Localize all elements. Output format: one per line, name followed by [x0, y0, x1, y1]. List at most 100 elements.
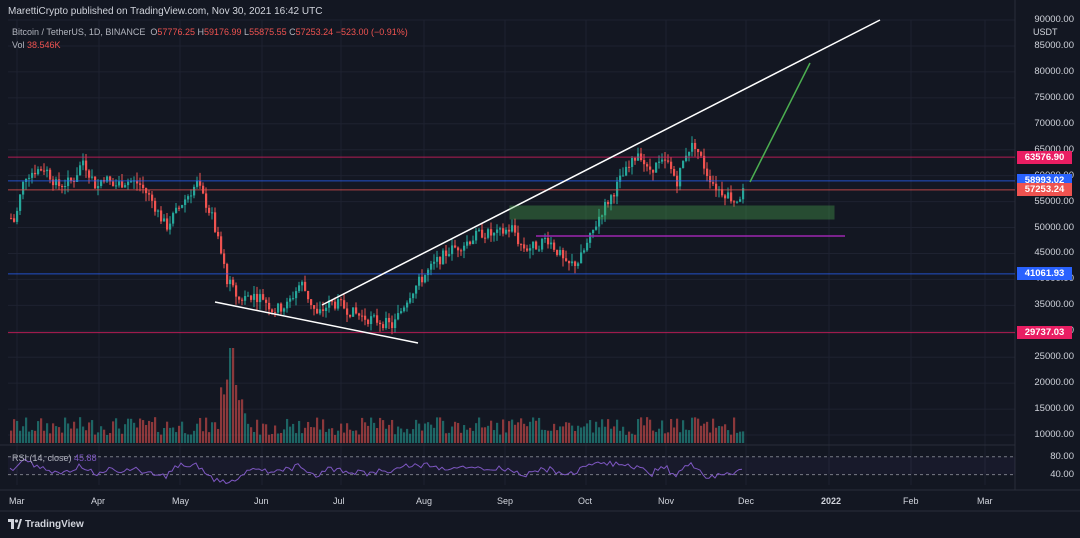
candle-body: [76, 175, 79, 182]
volume-bar: [688, 430, 691, 443]
candle-body: [238, 296, 241, 300]
volume-bar: [307, 421, 310, 443]
candle-body: [613, 195, 616, 197]
volume-bar: [304, 427, 307, 443]
volume-bar: [604, 426, 607, 443]
volume-bar: [706, 421, 709, 443]
volume-bar: [433, 427, 436, 443]
volume-bar: [418, 423, 421, 443]
volume-bar: [526, 426, 529, 443]
volume-bar: [742, 431, 745, 443]
price-axis[interactable]: 90000.00 85000.00 80000.00 75000.00 70000.00…: [1015, 0, 1080, 490]
volume-bar: [223, 394, 226, 443]
volume-bar: [721, 426, 724, 443]
volume-bar: [49, 433, 52, 443]
candle-body: [697, 149, 700, 153]
rsi-legend: RSI (14, close) 45.88: [12, 453, 97, 463]
candle-body: [511, 225, 514, 232]
rsi-label[interactable]: RSI (14, close): [12, 453, 72, 463]
tradingview-brand[interactable]: TradingView: [8, 519, 84, 530]
volume-bar: [415, 419, 418, 443]
candle-body: [358, 313, 361, 316]
candle-body: [19, 194, 22, 211]
price-tick-label: 65000.00: [1034, 143, 1074, 155]
volume-bar: [571, 425, 574, 443]
candle-body: [271, 309, 274, 313]
volume-bar: [64, 417, 67, 443]
candle-body: [274, 312, 277, 314]
volume-bar: [724, 424, 727, 443]
candle-body: [412, 293, 415, 299]
volume-bar: [412, 429, 415, 443]
volume-bar: [364, 422, 367, 443]
candle-body: [445, 250, 448, 256]
volume-bar: [10, 430, 13, 443]
candle-body: [598, 216, 601, 227]
volume-bar: [184, 433, 187, 443]
volume-bar: [652, 430, 655, 443]
price-tick-label: 50000.00: [1034, 221, 1074, 233]
rsi-tick-label: 40.00: [1050, 468, 1074, 480]
volume-bar: [544, 429, 547, 443]
volume-bar: [469, 427, 472, 443]
falling-wedge-line: [214, 301, 419, 344]
volume-bar: [46, 423, 49, 443]
candle-body: [157, 210, 160, 212]
candle-body: [187, 196, 190, 200]
volume-bar: [139, 418, 142, 443]
candle-body: [145, 188, 148, 194]
candle-body: [82, 160, 85, 166]
candle-body: [130, 181, 133, 183]
candle-body: [457, 247, 460, 251]
volume-bar: [601, 419, 604, 443]
volume-bar: [634, 434, 637, 443]
candle-body: [388, 317, 391, 323]
volume-bar: [631, 433, 634, 443]
volume-bar: [331, 428, 334, 443]
volume-bar: [520, 418, 523, 443]
candle-body: [706, 168, 709, 177]
candle-body: [625, 166, 628, 176]
volume-bar: [517, 422, 520, 443]
candle-body: [709, 176, 712, 183]
candle-body: [490, 229, 493, 236]
volume-bar: [136, 427, 139, 443]
symbol-name[interactable]: Bitcoin / TetherUS, 1D, BINANCE: [12, 27, 146, 37]
candle-body: [34, 172, 37, 175]
volume-bar: [271, 433, 274, 443]
volume-bar: [133, 422, 136, 443]
candle-body: [193, 186, 196, 196]
candle-body: [352, 307, 355, 317]
rsi-band: [8, 456, 1015, 475]
candle-body: [682, 161, 685, 169]
volume-bar: [697, 418, 700, 443]
volume-bar: [178, 425, 181, 443]
rsi-pane: [8, 456, 1015, 485]
volume-bar: [211, 422, 214, 443]
price-tick-label: 70000.00: [1034, 117, 1074, 129]
volume-bar: [301, 433, 304, 443]
candle-body: [448, 254, 451, 256]
candle-body: [721, 189, 724, 196]
candle-body: [256, 293, 259, 303]
volume-bar: [679, 432, 682, 443]
drawings: [214, 19, 881, 344]
candle-body: [658, 161, 661, 163]
time-axis[interactable]: Mar Apr May Jun Jul Aug Sep Oct Nov Dec 2022 Feb Mar: [0, 490, 1015, 508]
volume-bar: [88, 422, 91, 443]
volume-bars: [10, 348, 745, 443]
volume-label[interactable]: Vol: [12, 40, 25, 50]
candle-body: [631, 158, 634, 167]
volume-bar: [190, 434, 193, 443]
volume-bar: [61, 432, 64, 443]
volume-bar: [712, 418, 715, 443]
volume-bar: [553, 423, 556, 443]
candle-body: [112, 181, 115, 187]
time-tick-label: May: [172, 496, 190, 506]
volume-bar: [397, 426, 400, 443]
open-value: 57776.25: [157, 27, 195, 37]
candle-body: [331, 300, 334, 302]
volume-bar: [643, 425, 646, 443]
price-tick-label: 10000.00: [1034, 429, 1074, 440]
